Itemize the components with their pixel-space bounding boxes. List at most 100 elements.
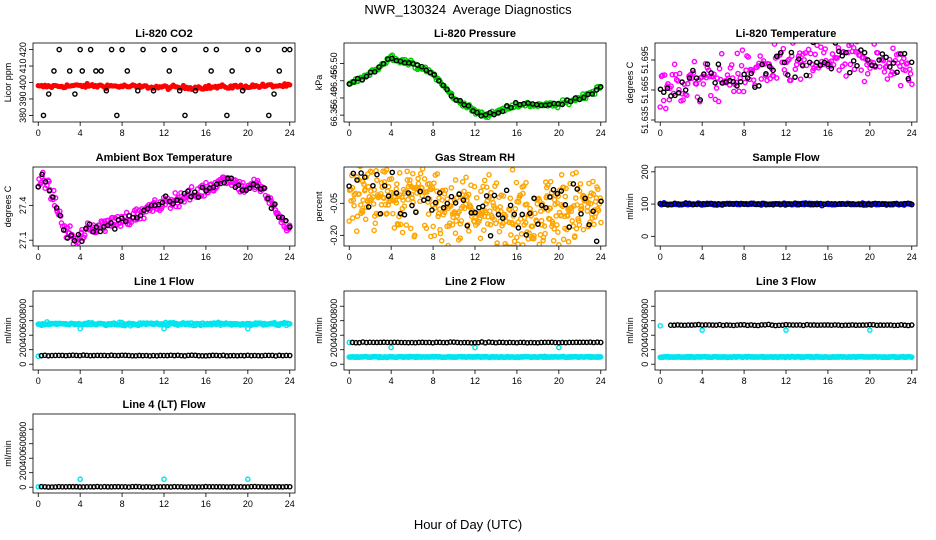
data-point (370, 150, 374, 154)
data-point (853, 322, 859, 329)
data-point (276, 484, 283, 490)
data-point (744, 75, 751, 81)
x-tick-label: 0 (36, 128, 41, 138)
data-point (578, 203, 585, 210)
data-point (861, 78, 868, 85)
data-point (283, 217, 289, 224)
data-point (40, 112, 47, 119)
y-tick-label: 200 (640, 164, 650, 179)
data-point (227, 352, 234, 359)
y-tick-label: 600 (640, 313, 650, 328)
data-point (390, 190, 397, 197)
data-point (763, 71, 769, 77)
data-point (389, 55, 395, 62)
data-point (883, 54, 889, 61)
data-point (519, 242, 526, 246)
data-point (59, 484, 66, 490)
data-point (527, 339, 534, 346)
data-point (836, 48, 842, 55)
data-point (351, 202, 357, 209)
data-point (346, 218, 352, 224)
data-point (690, 67, 696, 74)
data-point (481, 227, 487, 234)
data-point (825, 61, 831, 68)
x-tick-label: 0 (658, 376, 663, 386)
data-point (77, 484, 83, 490)
data-point (371, 69, 378, 75)
plot-marks (346, 339, 604, 361)
data-point (589, 215, 595, 221)
data-point (346, 81, 353, 87)
data-point (370, 339, 377, 346)
data-point (191, 189, 198, 195)
data-point (223, 484, 230, 490)
data-point (584, 208, 591, 214)
data-point (421, 247, 425, 251)
data-point (400, 197, 406, 203)
data-point (675, 89, 682, 96)
x-tick-label: 24 (285, 499, 295, 509)
data-point (393, 200, 400, 206)
data-point (272, 201, 278, 207)
data-point (881, 322, 887, 328)
data-point (909, 81, 915, 88)
data-point (506, 252, 510, 256)
data-point (403, 222, 410, 228)
data-point (540, 237, 546, 244)
x-tick-label: 12 (159, 252, 169, 262)
data-point (472, 344, 478, 351)
data-point (512, 99, 519, 106)
x-tick-label: 20 (243, 252, 253, 262)
y-axis-label: degrees C (625, 61, 635, 103)
data-point (133, 483, 139, 490)
data-point (531, 195, 537, 202)
data-point (512, 206, 519, 212)
data-point (748, 70, 754, 77)
data-point (890, 60, 897, 66)
data-point (271, 91, 277, 97)
data-point (401, 203, 408, 209)
data-point (595, 207, 602, 214)
data-point (593, 238, 600, 245)
data-point (777, 49, 784, 56)
data-point (716, 65, 723, 72)
data-point (758, 322, 765, 328)
data-point (477, 235, 484, 242)
data-point (685, 322, 691, 328)
data-point (427, 69, 434, 76)
data-point (286, 46, 293, 53)
y-tick-label: 66.45 (329, 70, 339, 93)
data-point (908, 201, 915, 208)
data-point (239, 87, 246, 94)
data-point (529, 223, 536, 230)
data-point (560, 236, 567, 243)
x-tick-label: 20 (243, 499, 253, 509)
data-point (35, 484, 42, 490)
data-point (381, 195, 387, 201)
chart-title: Li-820 Pressure (434, 28, 516, 40)
data-point (161, 325, 167, 332)
y-tick-label: 51.635 (640, 106, 650, 134)
data-point (801, 56, 807, 63)
data-point (874, 49, 881, 56)
data-point (472, 209, 478, 216)
data-point (786, 322, 793, 328)
data-point (838, 31, 842, 35)
y-tick-label: 51.695 (640, 46, 650, 74)
data-point (662, 105, 669, 112)
data-point (803, 72, 810, 79)
y-axis-label: ml/min (625, 193, 635, 220)
data-point (415, 175, 421, 182)
data-point (152, 197, 158, 203)
x-tick-label: 16 (823, 376, 833, 386)
data-point (822, 46, 829, 52)
data-point (203, 188, 209, 194)
data-point (538, 339, 545, 346)
x-tick-label: 0 (347, 128, 352, 138)
plot-marks (35, 319, 293, 360)
x-tick-label: 4 (700, 376, 705, 386)
data-point (908, 322, 915, 328)
data-point (453, 218, 459, 224)
data-point (456, 208, 462, 215)
data-point (459, 178, 466, 185)
